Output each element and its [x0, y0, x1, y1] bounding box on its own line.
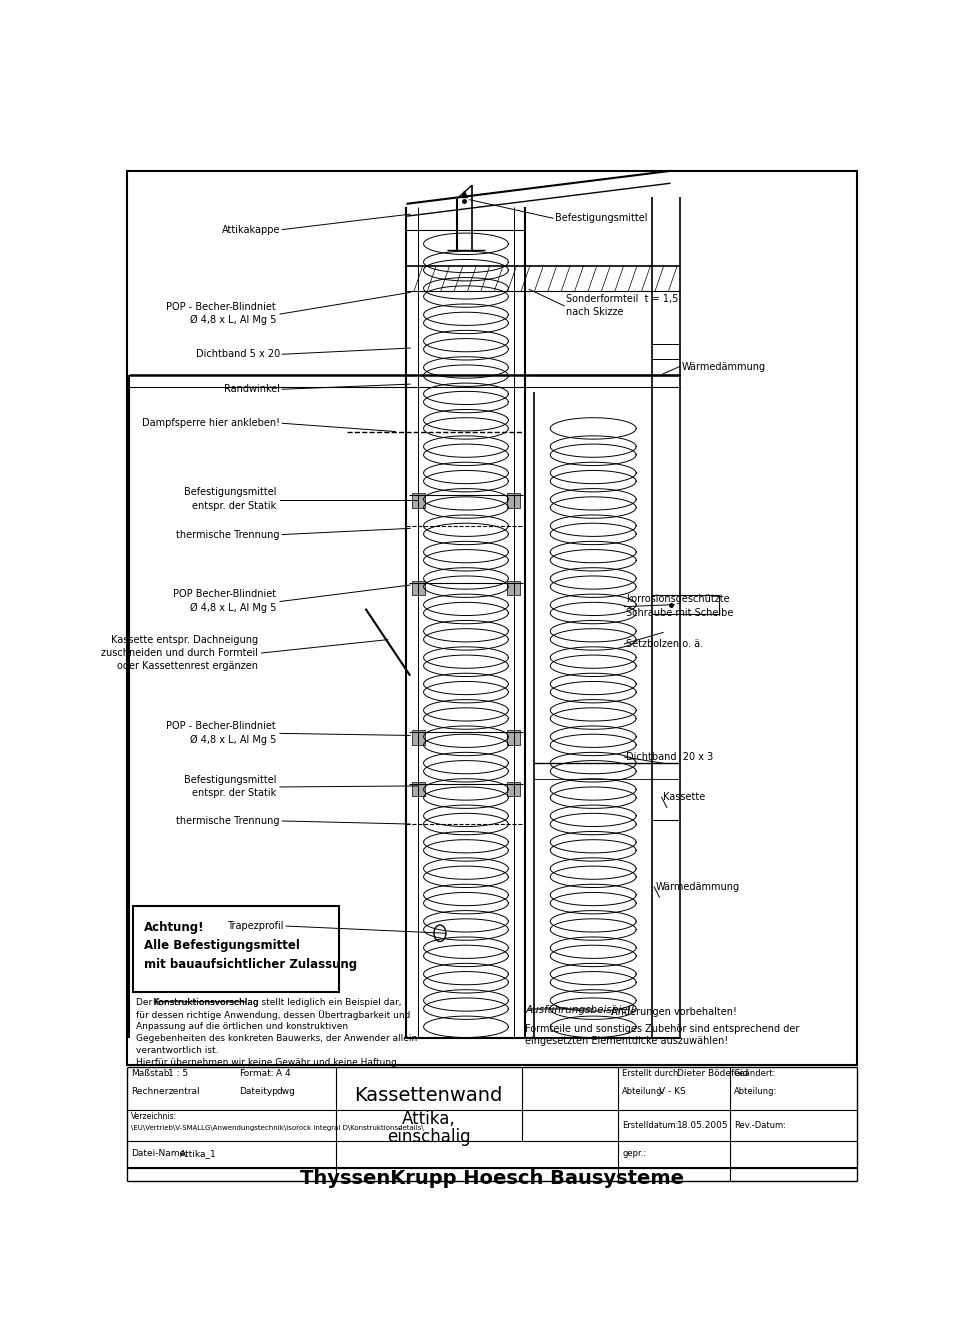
Text: Abteilung:: Abteilung:	[622, 1088, 665, 1096]
Text: Kassettenwand: Kassettenwand	[354, 1085, 503, 1104]
Text: Dieter Bödefeid: Dieter Bödefeid	[677, 1069, 748, 1078]
Text: Der: Der	[136, 998, 156, 1008]
Text: entspr. der Statik: entspr. der Statik	[192, 500, 276, 511]
Bar	[507, 494, 520, 507]
Text: verantwortlich ist.: verantwortlich ist.	[136, 1046, 219, 1056]
Text: Abteilung:: Abteilung:	[733, 1088, 777, 1096]
Text: POP Becher-Blindniet: POP Becher-Blindniet	[173, 589, 276, 599]
Text: entspr. der Statik: entspr. der Statik	[192, 788, 276, 799]
Text: nach Skizze: nach Skizze	[566, 306, 624, 317]
Text: Dampfsperre hier ankleben!: Dampfsperre hier ankleben!	[142, 419, 280, 428]
Text: Maßstab:: Maßstab:	[132, 1069, 173, 1078]
Text: Ø 4,8 x L, Al Mg 5: Ø 4,8 x L, Al Mg 5	[190, 602, 276, 613]
Text: Attikakappe: Attikakappe	[222, 225, 280, 234]
Text: 1 : 5: 1 : 5	[168, 1069, 188, 1078]
Text: Befestigungsmittel: Befestigungsmittel	[555, 213, 648, 223]
Bar	[507, 581, 520, 595]
Text: A 4: A 4	[276, 1069, 291, 1078]
Text: V - KS: V - KS	[660, 1088, 686, 1096]
Bar	[128, 171, 856, 1065]
Text: 18.05.2005: 18.05.2005	[677, 1121, 728, 1131]
Text: Dateityp:: Dateityp:	[239, 1088, 281, 1096]
Text: Erstellt durch:: Erstellt durch:	[622, 1069, 682, 1078]
Text: Formteile und sonstiges Zubehör sind entsprechend der
eingesetzten Elementdicke : Formteile und sonstiges Zubehör sind ent…	[525, 1024, 800, 1045]
Text: zentral: zentral	[168, 1088, 200, 1096]
Bar	[412, 731, 425, 745]
Text: thermische Trennung: thermische Trennung	[177, 530, 280, 539]
Bar	[507, 781, 520, 796]
Text: ThyssenKrupp Hoesch Bausysteme: ThyssenKrupp Hoesch Bausysteme	[300, 1169, 684, 1188]
Text: Änderungen vorbehalten!: Änderungen vorbehalten!	[611, 1005, 737, 1017]
Text: Erstelldatum:: Erstelldatum:	[622, 1121, 679, 1131]
Text: Schraube mit Scheibe: Schraube mit Scheibe	[626, 607, 733, 618]
Text: Befestigungsmittel: Befestigungsmittel	[183, 487, 276, 498]
Text: Attika,: Attika,	[402, 1109, 456, 1128]
Text: korrosionsgeschützte: korrosionsgeschützte	[626, 594, 730, 605]
Text: Format:: Format:	[239, 1069, 274, 1078]
Text: für dessen richtige Anwendung, dessen Übertragbarkeit und: für dessen richtige Anwendung, dessen Üb…	[136, 1010, 411, 1021]
Text: Konstruktionsvorschlag stellt lediglich ein Beispiel dar,: Konstruktionsvorschlag stellt lediglich …	[153, 998, 401, 1008]
Text: Ø 4,8 x L, Al Mg 5: Ø 4,8 x L, Al Mg 5	[190, 316, 276, 325]
Text: dwg: dwg	[276, 1088, 295, 1096]
Text: gepr.:: gepr.:	[622, 1149, 646, 1159]
Text: einschalig: einschalig	[387, 1128, 470, 1147]
Text: Attika_1: Attika_1	[180, 1149, 216, 1159]
Text: mit bauaufsichtlicher Zulassung: mit bauaufsichtlicher Zulassung	[144, 958, 357, 970]
Text: Randwinkel: Randwinkel	[224, 384, 280, 395]
Text: Datei-Name:: Datei-Name:	[132, 1149, 188, 1159]
Text: zuschneiden und durch Formteil: zuschneiden und durch Formteil	[101, 648, 257, 658]
Text: \EU\Vertrieb\V-SMALLG\Anwendungstechnik\isorock integral D\Konstruktionsdetails\: \EU\Vertrieb\V-SMALLG\Anwendungstechnik\…	[132, 1125, 424, 1131]
Text: oder Kassettenrest ergänzen: oder Kassettenrest ergänzen	[116, 661, 257, 672]
Text: Anpassung auf die örtlichen und konstruktiven: Anpassung auf die örtlichen und konstruk…	[136, 1022, 348, 1032]
Text: POP - Becher-Blindniet: POP - Becher-Blindniet	[166, 302, 276, 312]
Text: Trapezprofil: Trapezprofil	[228, 921, 284, 931]
Text: Sonderformteil  t = 1,5: Sonderformteil t = 1,5	[566, 293, 679, 304]
Text: Alle Befestigungsmittel: Alle Befestigungsmittel	[144, 939, 300, 953]
Text: Wärmedämmung: Wärmedämmung	[656, 882, 740, 892]
Text: Dichtband 5 x 20: Dichtband 5 x 20	[196, 349, 280, 359]
Text: thermische Trennung: thermische Trennung	[177, 816, 280, 826]
Bar	[412, 581, 425, 595]
Bar	[412, 494, 425, 507]
Text: Hierfür übernehmen wir keine Gewähr und keine Haftung.: Hierfür übernehmen wir keine Gewähr und …	[136, 1058, 400, 1066]
Text: Kassette: Kassette	[663, 792, 706, 803]
Text: Rev.-Datum:: Rev.-Datum:	[733, 1121, 785, 1131]
Text: Kassette entspr. Dachneigung: Kassette entspr. Dachneigung	[110, 634, 257, 645]
Text: Setzbolzen o. ä.: Setzbolzen o. ä.	[626, 638, 703, 649]
Text: POP - Becher-Blindniet: POP - Becher-Blindniet	[166, 721, 276, 731]
Text: Dichtband  20 x 3: Dichtband 20 x 3	[626, 752, 713, 763]
Bar	[412, 781, 425, 796]
Text: Geändert:: Geändert:	[733, 1069, 777, 1078]
Text: Rechner:: Rechner:	[132, 1088, 171, 1096]
Text: Achtung!: Achtung!	[144, 921, 204, 934]
Text: Gegebenheiten des konkreten Bauwerks, der Anwender allein: Gegebenheiten des konkreten Bauwerks, de…	[136, 1034, 418, 1044]
Text: Ausführungsbeispiel!: Ausführungsbeispiel!	[525, 1005, 636, 1016]
Bar	[507, 731, 520, 745]
Text: Wärmedämmung: Wärmedämmung	[682, 361, 766, 372]
Text: Verzeichnis:: Verzeichnis:	[132, 1112, 178, 1121]
Text: Ø 4,8 x L, Al Mg 5: Ø 4,8 x L, Al Mg 5	[190, 735, 276, 745]
Text: Konstruktionsvorschlag: Konstruktionsvorschlag	[153, 998, 258, 1008]
Text: Befestigungsmittel: Befestigungsmittel	[183, 775, 276, 785]
